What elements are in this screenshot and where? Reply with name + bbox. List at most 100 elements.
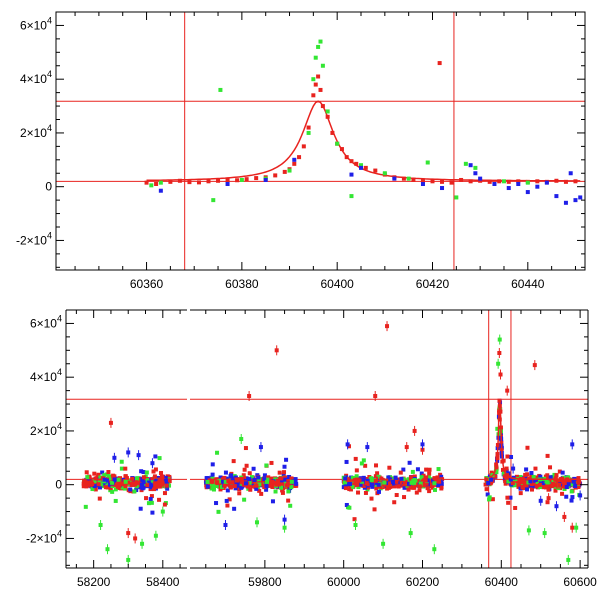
data-point-green xyxy=(216,509,221,514)
data-point-blue xyxy=(420,442,425,447)
data-point-red xyxy=(81,481,86,486)
data-point-blue xyxy=(365,478,370,483)
data-point-green xyxy=(113,498,118,503)
data-point-blue xyxy=(440,186,445,191)
data-point-green xyxy=(120,485,125,490)
data-point-red xyxy=(137,480,142,485)
data-point-red xyxy=(280,490,285,495)
data-point-blue xyxy=(529,471,534,476)
data-point-red xyxy=(349,479,354,484)
top-panel: 60360 60380 60400 60420 60440 -2×104 0 2×104 4×1… xyxy=(16,11,586,291)
data-point-green xyxy=(92,479,97,484)
data-point-red xyxy=(274,348,279,353)
data-point-blue xyxy=(264,487,269,492)
data-point-green xyxy=(122,486,127,491)
data-point-red xyxy=(484,477,489,482)
data-point-blue xyxy=(163,475,168,480)
data-point-red xyxy=(417,484,422,489)
data-point-red xyxy=(212,478,217,483)
data-point-green xyxy=(132,489,137,494)
data-point-green xyxy=(273,489,278,494)
data-point-green xyxy=(347,505,352,510)
x-tick-label: 59800 xyxy=(248,575,282,589)
data-point-blue xyxy=(548,475,553,480)
data-point-red xyxy=(84,470,89,475)
data-point-green xyxy=(552,472,557,477)
data-point-red xyxy=(269,476,274,481)
data-point-blue xyxy=(399,476,404,481)
data-point-red xyxy=(111,473,116,478)
data-point-green xyxy=(526,528,531,533)
data-point-red xyxy=(145,483,150,488)
data-point-red xyxy=(498,372,503,377)
data-point-red xyxy=(433,476,438,481)
data-point-red xyxy=(96,472,101,477)
data-point-red xyxy=(423,478,428,483)
data-point-red xyxy=(344,155,349,160)
x-tick-label: 58200 xyxy=(77,575,111,589)
data-point-red xyxy=(352,517,357,522)
data-point-red xyxy=(164,483,169,488)
data-point-red xyxy=(518,491,523,496)
data-point-red xyxy=(562,514,567,519)
data-point-green xyxy=(335,141,340,146)
bottom-plot-area xyxy=(66,310,588,568)
data-point-red xyxy=(529,474,534,479)
data-point-blue xyxy=(538,498,543,503)
data-point-red xyxy=(535,179,540,184)
data-point-blue xyxy=(141,480,146,485)
data-point-red xyxy=(563,482,568,487)
data-point-blue xyxy=(564,485,569,490)
data-point-blue xyxy=(359,165,364,170)
data-point-red xyxy=(413,482,418,487)
data-point-red xyxy=(177,178,182,183)
data-point-blue xyxy=(564,494,569,499)
data-point-red xyxy=(343,486,348,491)
data-point-red xyxy=(286,481,291,486)
data-point-red xyxy=(301,144,306,149)
data-point-red xyxy=(427,489,432,494)
data-point-red xyxy=(153,482,158,487)
data-point-red xyxy=(375,471,380,476)
data-point-green xyxy=(316,44,321,49)
y-tick-label: 0 xyxy=(55,478,62,492)
data-point-blue xyxy=(370,482,375,487)
data-point-red xyxy=(85,480,90,485)
data-point-blue xyxy=(376,489,381,494)
data-point-red xyxy=(141,475,146,480)
data-point-red xyxy=(534,484,539,489)
data-point-red xyxy=(162,491,167,496)
data-point-green xyxy=(531,474,536,479)
data-point-green xyxy=(426,475,431,480)
data-point-green xyxy=(569,482,574,487)
data-point-blue xyxy=(247,477,252,482)
data-point-blue xyxy=(294,481,299,486)
data-point-red xyxy=(89,480,94,485)
data-point-red xyxy=(247,394,252,398)
data-point-red xyxy=(430,179,435,184)
data-point-green xyxy=(247,480,252,485)
data-point-green xyxy=(343,480,348,485)
data-point-blue xyxy=(282,464,287,469)
data-point-blue xyxy=(509,455,514,460)
data-point-red xyxy=(93,476,98,481)
x-tick-label: 60000 xyxy=(327,575,361,589)
data-point-blue xyxy=(402,485,407,490)
data-point-blue xyxy=(136,453,141,458)
data-point-blue xyxy=(436,483,441,488)
data-point-red xyxy=(545,473,550,478)
data-point-red xyxy=(379,476,384,481)
data-point-red xyxy=(504,466,509,471)
data-point-blue xyxy=(138,506,143,511)
data-point-red xyxy=(424,467,429,472)
data-point-blue xyxy=(150,461,155,466)
data-point-red xyxy=(153,467,158,472)
data-point-blue xyxy=(401,467,406,472)
data-point-green xyxy=(257,482,262,487)
data-point-blue xyxy=(262,477,267,482)
data-point-green xyxy=(349,194,354,199)
data-point-red xyxy=(417,488,422,493)
data-point-red xyxy=(126,531,131,536)
data-point-red xyxy=(273,481,278,486)
